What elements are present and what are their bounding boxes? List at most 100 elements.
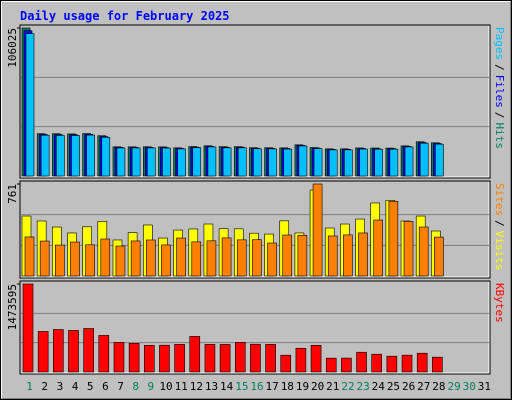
bar bbox=[343, 234, 353, 277]
bar bbox=[283, 148, 293, 177]
legend: KBytes bbox=[493, 283, 506, 323]
bar bbox=[24, 236, 35, 277]
legend-separator: / bbox=[493, 220, 506, 227]
bar bbox=[131, 147, 141, 177]
x-tick-label: 26 bbox=[402, 380, 415, 393]
bar bbox=[162, 147, 171, 177]
legend-entry: Files bbox=[493, 75, 506, 108]
bar bbox=[68, 330, 79, 373]
bar bbox=[116, 147, 126, 177]
bar bbox=[341, 357, 352, 373]
bar bbox=[434, 236, 444, 277]
bar bbox=[37, 331, 49, 373]
bar bbox=[53, 329, 64, 373]
x-tick-label: 8 bbox=[132, 380, 139, 393]
x-tick-label: 10 bbox=[159, 380, 172, 393]
bar bbox=[253, 148, 262, 177]
x-tick-label: 23 bbox=[357, 380, 370, 393]
bar bbox=[403, 221, 414, 277]
x-tick-label: 31 bbox=[478, 380, 491, 393]
bar bbox=[419, 142, 429, 177]
x-tick-label: 6 bbox=[102, 380, 109, 393]
bar bbox=[265, 344, 276, 373]
x-tick-label: 24 bbox=[372, 380, 386, 393]
bar bbox=[252, 239, 262, 277]
bar bbox=[176, 237, 186, 277]
bar bbox=[55, 244, 65, 277]
bar bbox=[237, 147, 247, 177]
bar bbox=[71, 135, 80, 177]
bar bbox=[70, 241, 80, 277]
x-tick-label: 12 bbox=[190, 380, 203, 393]
bar bbox=[159, 344, 170, 373]
bar bbox=[389, 148, 399, 177]
x-tick-label: 2 bbox=[41, 380, 48, 393]
bar bbox=[344, 149, 353, 177]
x-tick-label: 16 bbox=[250, 380, 263, 393]
y-max-label: 106025 bbox=[6, 28, 19, 68]
bar bbox=[327, 235, 338, 277]
bar bbox=[191, 241, 202, 277]
bar bbox=[83, 328, 94, 373]
bar bbox=[358, 232, 368, 277]
x-tick-label: 9 bbox=[148, 380, 155, 393]
x-tick-label: 17 bbox=[266, 380, 279, 393]
bar bbox=[40, 134, 50, 177]
bar bbox=[359, 148, 368, 177]
bar bbox=[282, 234, 293, 277]
legend: Pages / Files / Hits bbox=[493, 27, 506, 149]
x-tick-label: 15 bbox=[235, 380, 248, 393]
legend-entry: Visits bbox=[493, 231, 506, 271]
bar bbox=[328, 149, 338, 177]
bar bbox=[174, 344, 185, 373]
bar bbox=[250, 343, 261, 373]
bar bbox=[146, 147, 156, 177]
x-tick-label: 11 bbox=[175, 380, 188, 393]
x-tick-label: 18 bbox=[281, 380, 294, 393]
legend-entry: KBytes bbox=[493, 283, 506, 323]
bar bbox=[432, 356, 443, 373]
x-tick-label: 13 bbox=[205, 380, 218, 393]
bar bbox=[280, 354, 292, 373]
chart-title: Daily usage for February 2025 bbox=[20, 9, 230, 23]
bar bbox=[310, 345, 322, 373]
bar bbox=[161, 244, 171, 277]
bar bbox=[297, 234, 308, 277]
bar bbox=[206, 240, 217, 277]
bar bbox=[192, 147, 202, 177]
bar bbox=[56, 135, 65, 177]
legend-separator: / bbox=[493, 64, 506, 71]
bar bbox=[25, 33, 35, 177]
bar bbox=[404, 146, 414, 177]
x-tick-label: 29 bbox=[447, 380, 460, 393]
bar bbox=[313, 148, 323, 177]
bar bbox=[222, 147, 232, 177]
x-tick-label: 19 bbox=[296, 380, 309, 393]
bar bbox=[386, 355, 398, 373]
bar bbox=[143, 345, 155, 373]
bar bbox=[401, 354, 413, 373]
x-tick-label: 5 bbox=[87, 380, 94, 393]
bar bbox=[312, 183, 323, 277]
bar bbox=[388, 200, 399, 277]
bar bbox=[145, 239, 156, 277]
bar bbox=[101, 137, 111, 177]
legend-entry: Sites bbox=[493, 183, 506, 216]
x-tick-label: 21 bbox=[326, 380, 339, 393]
bar bbox=[418, 226, 429, 277]
x-tick-label: 1 bbox=[26, 380, 33, 393]
y-max-label: 761 bbox=[6, 184, 19, 204]
bar bbox=[85, 244, 95, 277]
x-tick-label: 30 bbox=[463, 380, 476, 393]
bar bbox=[207, 146, 217, 177]
y-max-label: 1473595 bbox=[6, 284, 19, 330]
bar bbox=[234, 342, 246, 373]
x-tick-label: 14 bbox=[220, 380, 234, 393]
bar bbox=[374, 148, 384, 177]
bar bbox=[22, 283, 34, 373]
bar bbox=[204, 343, 216, 373]
x-tick-label: 27 bbox=[417, 380, 430, 393]
bar bbox=[86, 134, 95, 177]
bar bbox=[373, 219, 384, 277]
